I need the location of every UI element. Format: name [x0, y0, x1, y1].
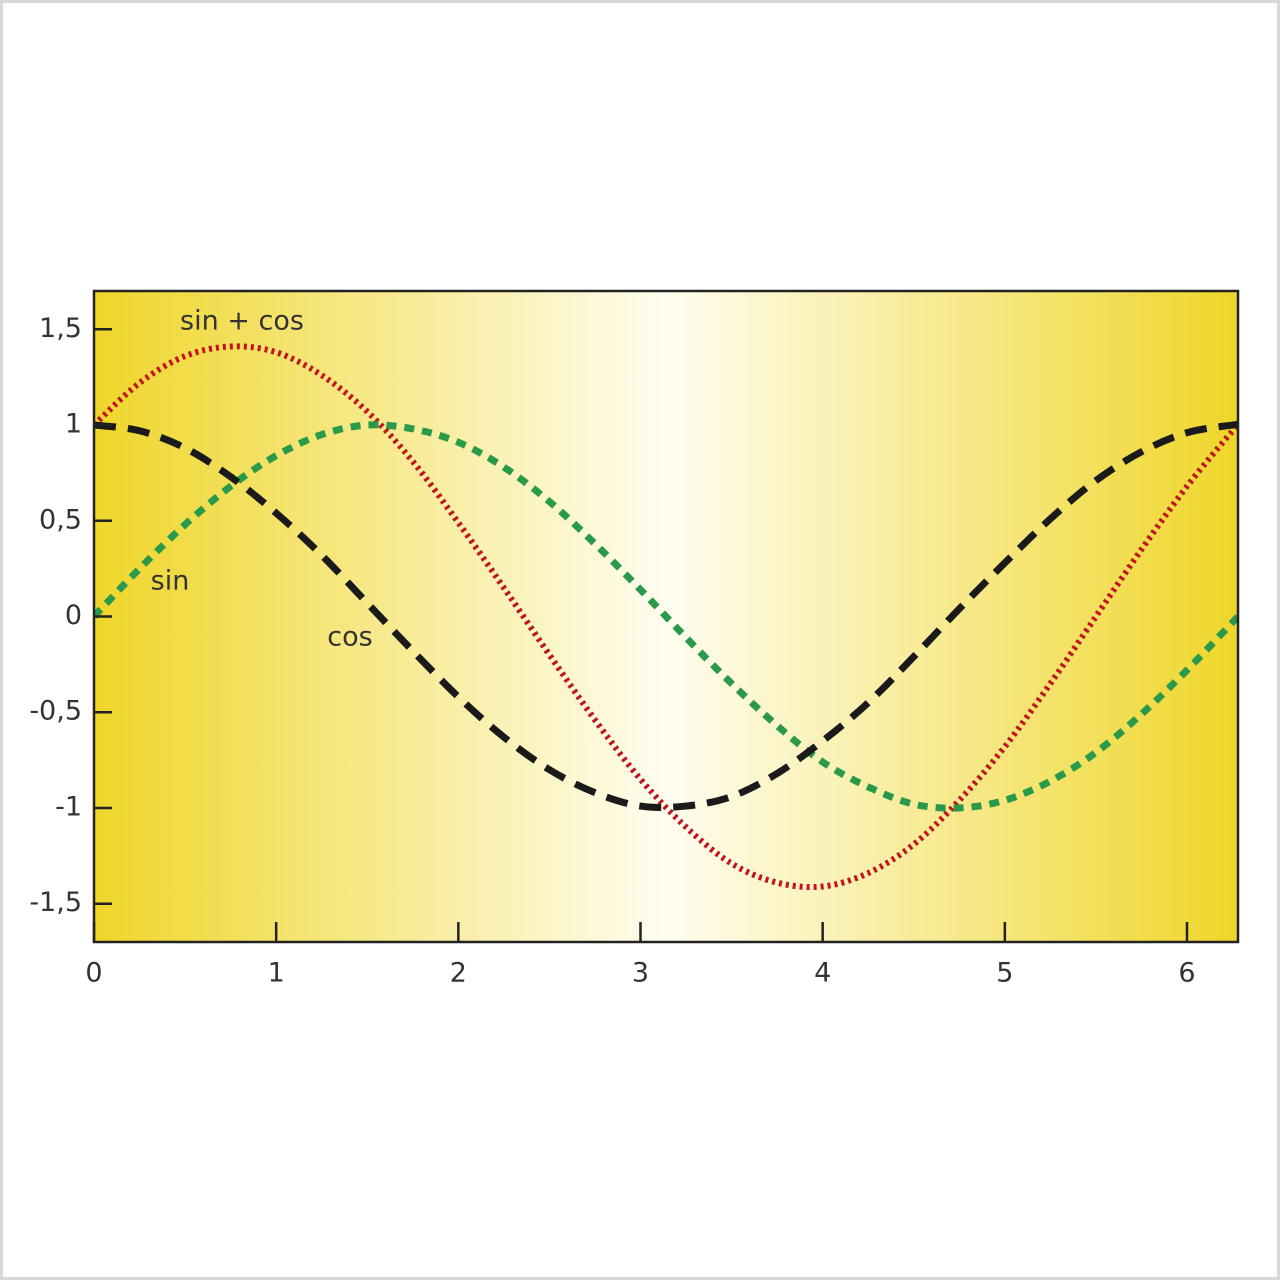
y-tick-label: -1,5 — [29, 887, 82, 918]
y-tick-label: -1 — [55, 791, 82, 822]
x-tick-label: 4 — [814, 958, 831, 989]
series-label: sin + cos — [180, 306, 304, 337]
x-tick-label: 6 — [1178, 958, 1195, 989]
y-tick-label: 0 — [65, 600, 82, 631]
series-label: sin — [151, 566, 190, 597]
curves — [94, 343, 1238, 891]
y-tick-label: 1,5 — [39, 313, 82, 344]
y-tick-label: 0,5 — [39, 504, 82, 535]
x-tick-label: 2 — [450, 958, 467, 989]
x-tick-label: 3 — [632, 958, 649, 989]
x-tick-label: 1 — [268, 958, 285, 989]
series-line — [94, 421, 1238, 812]
y-tick-label: 1 — [65, 409, 82, 440]
series-label: cos — [327, 622, 372, 653]
x-tick-label: 0 — [85, 958, 102, 989]
series-line — [94, 420, 1238, 811]
y-tick-label: -0,5 — [29, 696, 82, 727]
x-tick-label: 5 — [996, 958, 1013, 989]
series-line — [94, 343, 1238, 891]
